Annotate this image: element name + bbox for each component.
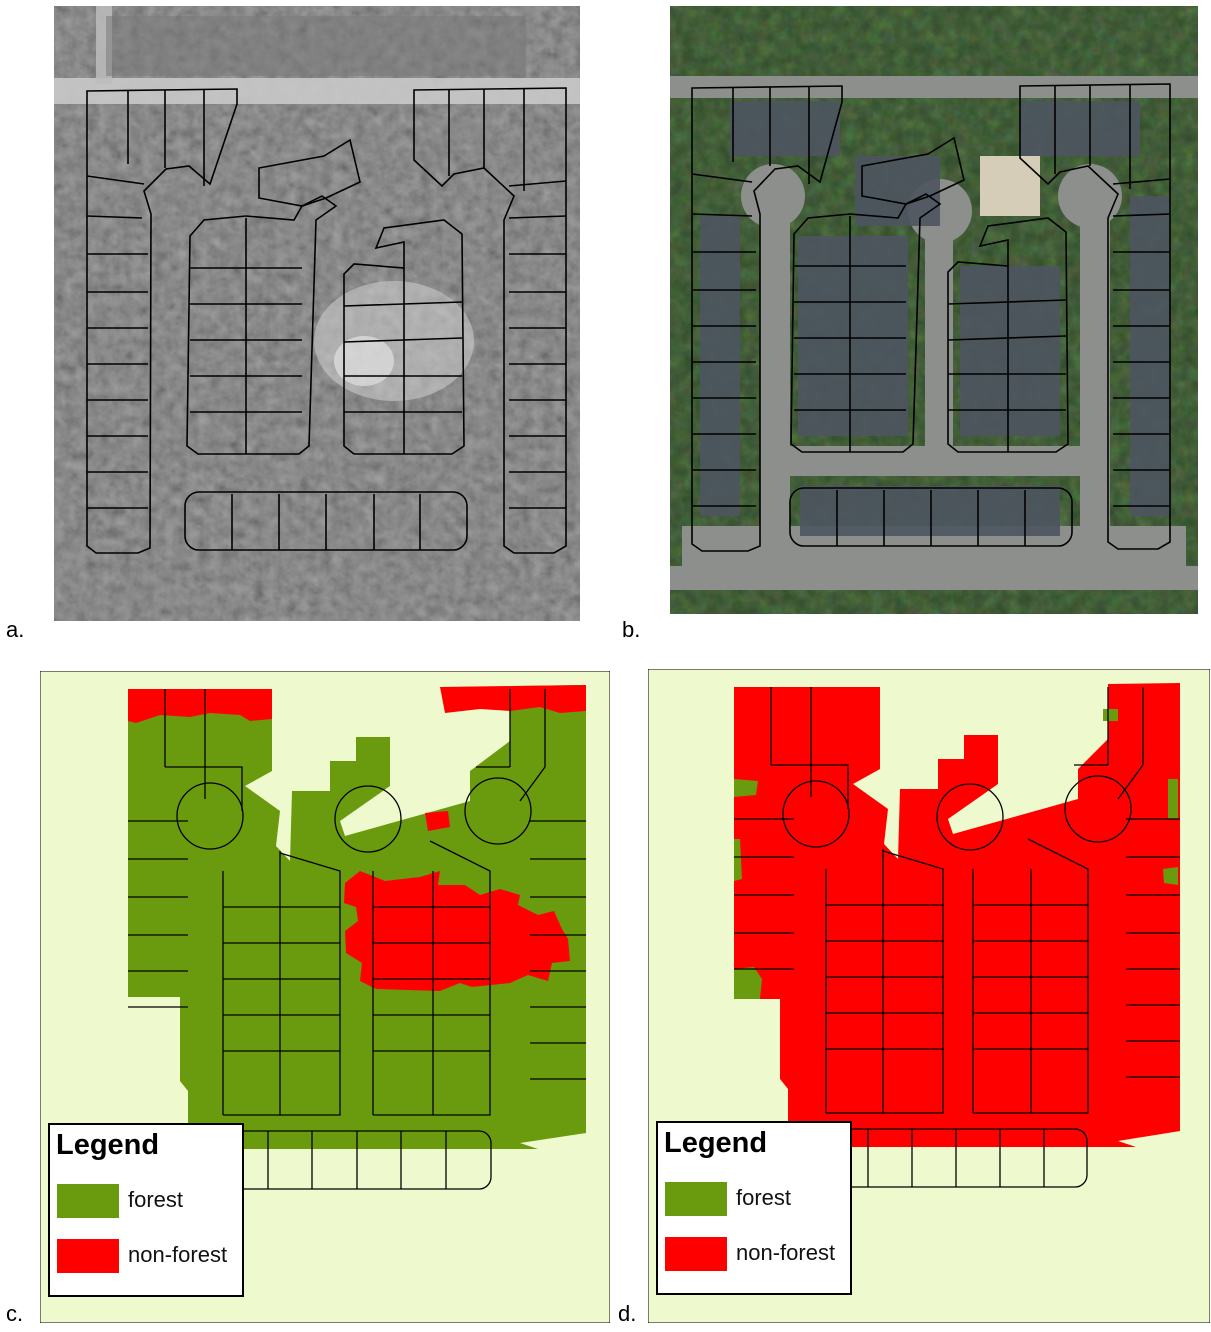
legend-c: Legend forest non-forest [48, 1123, 244, 1297]
non-forest-label: non-forest [736, 1240, 836, 1265]
road-network [670, 76, 1198, 590]
forest-label: forest [128, 1187, 184, 1212]
panel-d: Legend forest non-forest [648, 669, 1210, 1323]
house-roofs [700, 101, 1170, 536]
non-forest-swatch [665, 1237, 727, 1271]
legend-d: Legend forest non-forest [656, 1121, 852, 1295]
panel-a-label: a. [6, 617, 25, 642]
panel-a [54, 6, 580, 621]
forest-patches [734, 709, 1178, 999]
forest-label: forest [736, 1185, 792, 1210]
non-forest-swatch [57, 1239, 119, 1273]
panel-d-label: d. [618, 1301, 637, 1326]
forest-swatch [665, 1182, 727, 1216]
forest-swatch [57, 1184, 119, 1218]
panel-b [670, 6, 1198, 614]
legend-title: Legend [56, 1129, 160, 1161]
panel-b-label: b. [622, 617, 641, 642]
non-forest-label: non-forest [128, 1242, 228, 1267]
non-forest-patches [128, 685, 586, 991]
panel-c-label: c. [6, 1301, 24, 1326]
parcel-lines [86, 87, 567, 554]
panel-c: Legend forest non-forest [40, 671, 610, 1323]
legend-title: Legend [664, 1127, 768, 1159]
